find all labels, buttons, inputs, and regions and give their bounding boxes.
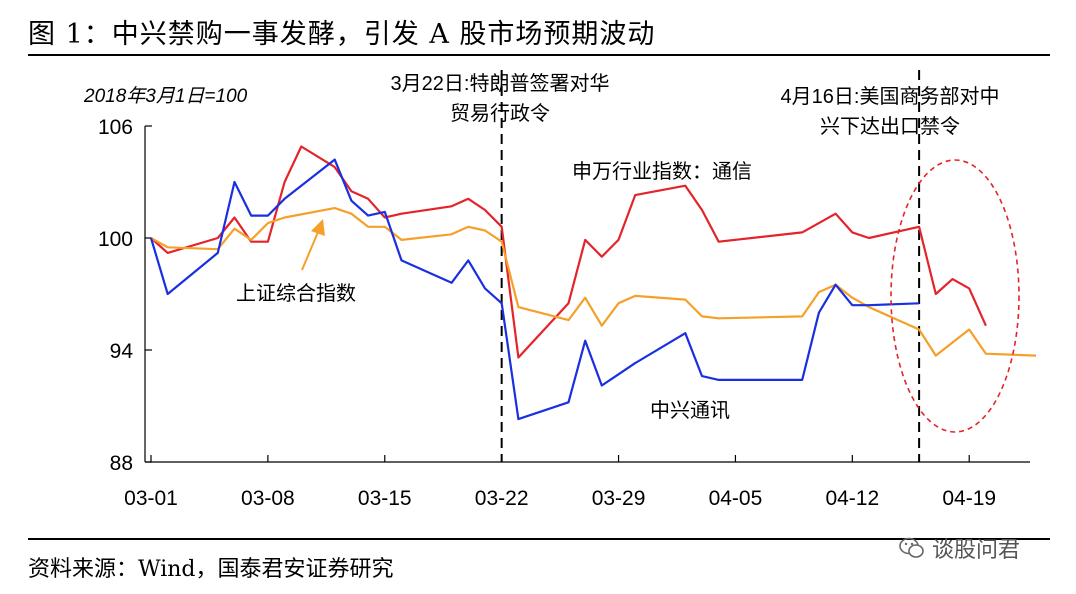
y-tick-label: 94 xyxy=(110,340,134,363)
base-label: 2018年3月1日=100 xyxy=(83,85,248,107)
x-tick-label: 03-08 xyxy=(241,487,295,510)
y-tick-label: 106 xyxy=(98,116,133,139)
top-rule xyxy=(28,54,1050,56)
bottom-rule xyxy=(28,538,1050,540)
series-line xyxy=(150,145,987,359)
x-tick-label: 03-29 xyxy=(592,487,646,510)
x-tick-label: 03-15 xyxy=(358,487,412,510)
y-tick-label: 100 xyxy=(98,228,133,251)
series-label-shanghai: 上证综合指数 xyxy=(236,282,356,305)
series-label-zte: 中兴通讯 xyxy=(650,399,730,422)
watermark-text: 谈股问君 xyxy=(932,538,1021,563)
watermark: 谈股问君 xyxy=(898,530,1050,566)
series-line xyxy=(149,158,920,421)
annotation-2-line1: 4月16日:美国商务部对中 xyxy=(781,85,1000,108)
wechat-icon xyxy=(899,537,924,558)
x-tick-label: 03-01 xyxy=(124,487,178,510)
annotation-2-line2: 兴下达出口禁令 xyxy=(820,115,960,138)
series-label-telecom: 申万行业指数：通信 xyxy=(572,160,752,183)
highlight-ellipse xyxy=(890,159,1020,433)
x-tick-label: 04-19 xyxy=(942,487,996,510)
x-tick-label: 03-22 xyxy=(475,487,529,510)
x-tick-label: 04-12 xyxy=(825,487,879,510)
annotation-1-line1: 3月22日:特朗普签署对华 xyxy=(391,72,610,95)
y-tick-label: 88 xyxy=(110,452,133,475)
annotation-1-line2: 贸易行政令 xyxy=(450,102,550,125)
source-note: 资料来源：Wind，国泰君安证券研究 xyxy=(28,557,394,582)
series-line xyxy=(150,207,1037,357)
label-arrow xyxy=(301,219,325,271)
figure-title: 图 1：中兴禁购一事发酵，引发 A 股市场预期波动 xyxy=(28,19,656,50)
x-tick-label: 04-05 xyxy=(709,487,763,510)
